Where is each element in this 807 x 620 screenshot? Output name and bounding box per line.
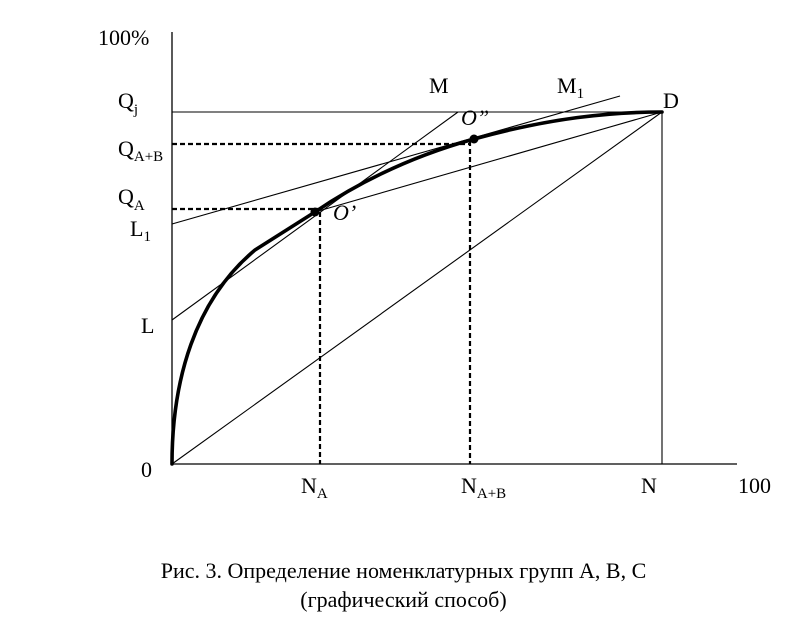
x-axis-right-label: 100 <box>738 473 771 498</box>
label-d: D <box>663 88 679 113</box>
abc-curve-diagram: 100% 0 100 Qj QA+B QA L1 L NA NA+B N M M… <box>98 25 771 502</box>
line-l1-m1 <box>171 95 621 225</box>
figure-caption: Рис. 3. Определение номенклатурных групп… <box>0 556 807 614</box>
label-n: N <box>641 473 657 498</box>
line-o-prime-d <box>314 111 663 213</box>
cumulative-curve <box>170 110 664 466</box>
caption-line-1: Рис. 3. Определение номенклатурных групп… <box>160 558 647 583</box>
label-qj: Qj <box>118 88 138 118</box>
label-o-prime: O’ <box>333 200 356 225</box>
origin-label: 0 <box>141 457 152 482</box>
label-qab: QA+B <box>118 136 163 165</box>
point-o-double <box>469 134 479 144</box>
caption-line-2: (графический способ) <box>300 587 507 612</box>
diagonal-0-d <box>171 111 663 465</box>
label-l1: L1 <box>130 216 151 245</box>
y-axis-top-label: 100% <box>98 25 149 50</box>
label-m: M <box>429 73 449 98</box>
label-nab: NA+B <box>461 473 506 502</box>
label-m1: M1 <box>557 73 584 102</box>
label-o-double: O” <box>461 105 489 130</box>
label-qa: QA <box>118 184 145 214</box>
label-na: NA <box>301 473 328 502</box>
label-l: L <box>141 313 154 338</box>
point-o-prime <box>310 207 320 217</box>
